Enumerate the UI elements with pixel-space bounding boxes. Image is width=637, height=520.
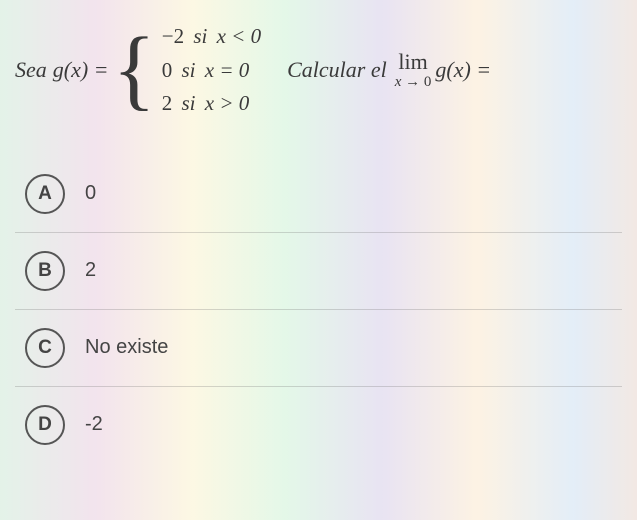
left-brace-icon: { xyxy=(113,34,156,106)
case-3: 2 si x > 0 xyxy=(162,87,261,121)
function-def: g(x) = xyxy=(53,57,109,83)
option-c[interactable]: C No existe xyxy=(15,310,622,387)
piecewise-brace: { −2 si x < 0 0 si x = 0 2 si x > 0 xyxy=(113,20,262,121)
case-1-si: si xyxy=(193,24,207,48)
sea-label: Sea xyxy=(15,57,47,83)
lim-approach: x → 0 xyxy=(395,75,432,90)
option-d-letter: D xyxy=(25,405,65,445)
cases-list: −2 si x < 0 0 si x = 0 2 si x > 0 xyxy=(162,20,261,121)
options-list: A 0 B 2 C No existe D -2 xyxy=(15,156,622,463)
option-b-text: 2 xyxy=(85,259,96,282)
case-2-value: 0 xyxy=(162,58,173,82)
option-b-letter: B xyxy=(25,251,65,291)
option-d[interactable]: D -2 xyxy=(15,387,622,463)
limit-expression: lim x → 0 xyxy=(395,51,432,90)
case-2: 0 si x = 0 xyxy=(162,54,261,88)
option-a[interactable]: A 0 xyxy=(15,156,622,233)
option-a-text: 0 xyxy=(85,182,96,205)
option-c-text: No existe xyxy=(85,336,168,359)
option-b[interactable]: B 2 xyxy=(15,233,622,310)
option-c-letter: C xyxy=(25,328,65,368)
case-1-cond: x < 0 xyxy=(217,24,262,48)
case-1-value: −2 xyxy=(162,24,184,48)
calcular-label: Calcular el xyxy=(287,57,387,83)
case-1: −2 si x < 0 xyxy=(162,20,261,54)
lim-symbol: lim xyxy=(398,51,427,73)
case-3-value: 2 xyxy=(162,91,173,115)
question-stem: Sea g(x) = { −2 si x < 0 0 si x = 0 2 si… xyxy=(15,20,622,121)
case-3-cond: x > 0 xyxy=(205,91,250,115)
case-2-si: si xyxy=(181,58,195,82)
option-a-letter: A xyxy=(25,174,65,214)
case-2-cond: x = 0 xyxy=(205,58,250,82)
case-3-si: si xyxy=(181,91,195,115)
option-d-text: -2 xyxy=(85,413,103,436)
lim-right: g(x) = xyxy=(435,57,491,83)
